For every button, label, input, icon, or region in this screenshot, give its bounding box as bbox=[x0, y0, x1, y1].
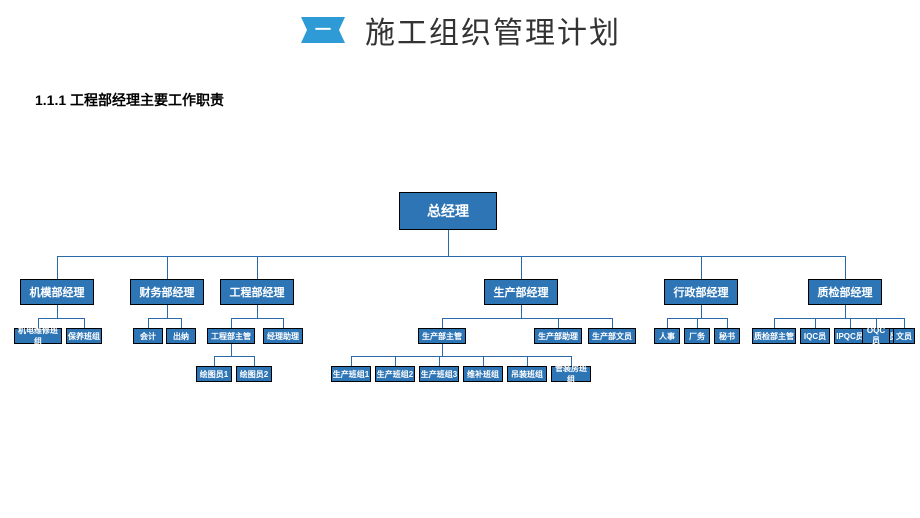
section-subtitle: 1.1.1 工程部经理主要工作职责 bbox=[35, 90, 224, 110]
org-node: IQC员 bbox=[800, 328, 830, 344]
connector-v bbox=[448, 230, 449, 256]
connector-h bbox=[57, 256, 845, 257]
org-node: 绘图员2 bbox=[236, 366, 272, 382]
org-node: 机模部经理 bbox=[20, 279, 94, 305]
org-node: 厂务 bbox=[684, 328, 710, 344]
org-node: 会计 bbox=[133, 328, 163, 344]
connector-v bbox=[521, 305, 522, 318]
connector-v bbox=[231, 318, 232, 328]
connector-h bbox=[442, 318, 612, 319]
connector-v bbox=[167, 256, 168, 279]
connector-h bbox=[148, 318, 181, 319]
connector-v bbox=[697, 318, 698, 328]
org-node: 文员 bbox=[893, 328, 915, 344]
connector-v bbox=[439, 356, 440, 366]
page-header: 一 施工组织管理计划 bbox=[0, 0, 920, 52]
connector-v bbox=[612, 318, 613, 328]
connector-v bbox=[181, 318, 182, 328]
org-node: 出纳 bbox=[166, 328, 196, 344]
org-node: 生产班组2 bbox=[375, 366, 415, 382]
connector-v bbox=[351, 356, 352, 366]
connector-v bbox=[483, 356, 484, 366]
connector-v bbox=[850, 318, 851, 328]
org-node: OQC员 bbox=[862, 328, 890, 344]
org-node: 管装房班组 bbox=[551, 366, 591, 382]
org-chart: 总经理机模部经理 财务部经理工程部经理 生产部经理 行政部经理 质检部经理机电维修班组保… bbox=[0, 170, 920, 500]
page-title: 施工组织管理计划 bbox=[365, 8, 621, 52]
org-node: 工程部主管 bbox=[207, 328, 255, 344]
org-node: 绘图员1 bbox=[196, 366, 232, 382]
connector-v bbox=[727, 318, 728, 328]
connector-v bbox=[701, 305, 702, 318]
org-node: 质检部主管 bbox=[752, 328, 796, 344]
connector-v bbox=[38, 318, 39, 328]
connector-v bbox=[904, 318, 905, 328]
connector-v bbox=[571, 356, 572, 366]
org-node: 总经理 bbox=[399, 192, 497, 230]
connector-v bbox=[442, 318, 443, 328]
connector-v bbox=[283, 318, 284, 328]
connector-v bbox=[774, 318, 775, 328]
org-node: 经理助理 bbox=[263, 328, 303, 344]
connector-h bbox=[214, 356, 254, 357]
connector-v bbox=[57, 256, 58, 279]
org-node: 生产班组3 bbox=[419, 366, 459, 382]
org-node: 工程部经理 bbox=[220, 279, 294, 305]
connector-v bbox=[442, 344, 443, 356]
connector-h bbox=[231, 318, 283, 319]
connector-v bbox=[257, 256, 258, 279]
connector-v bbox=[148, 318, 149, 328]
connector-v bbox=[57, 305, 58, 318]
connector-v bbox=[845, 305, 846, 318]
connector-v bbox=[815, 318, 816, 328]
org-node: 机电维修班组 bbox=[14, 328, 62, 344]
connector-h bbox=[38, 318, 84, 319]
connector-v bbox=[527, 356, 528, 366]
org-node: 生产部经理 bbox=[484, 279, 558, 305]
org-node: 财务部经理 bbox=[130, 279, 204, 305]
connector-v bbox=[701, 256, 702, 279]
org-node: 生产部主管 bbox=[418, 328, 466, 344]
connector-v bbox=[231, 344, 232, 356]
connector-h bbox=[351, 356, 571, 357]
org-node: 吊装班组 bbox=[507, 366, 547, 382]
connector-h bbox=[774, 318, 904, 319]
org-node: 生产部助理 bbox=[534, 328, 582, 344]
org-node: 人事 bbox=[654, 328, 680, 344]
flag-text: 一 bbox=[315, 22, 331, 39]
connector-v bbox=[254, 356, 255, 366]
connector-v bbox=[558, 318, 559, 328]
connector-v bbox=[214, 356, 215, 366]
org-node: 生产部文员 bbox=[588, 328, 636, 344]
org-node: 保养班组 bbox=[66, 328, 102, 344]
flag-icon: 一 bbox=[299, 13, 347, 47]
org-node: 秘书 bbox=[714, 328, 740, 344]
connector-v bbox=[257, 305, 258, 318]
connector-v bbox=[876, 318, 877, 328]
connector-v bbox=[845, 256, 846, 279]
org-node: 行政部经理 bbox=[664, 279, 738, 305]
org-node: 质检部经理 bbox=[808, 279, 882, 305]
connector-v bbox=[395, 356, 396, 366]
connector-v bbox=[667, 318, 668, 328]
connector-v bbox=[167, 305, 168, 318]
org-node: 维补班组 bbox=[463, 366, 503, 382]
connector-v bbox=[84, 318, 85, 328]
connector-v bbox=[521, 256, 522, 279]
org-node: 生产班组1 bbox=[331, 366, 371, 382]
